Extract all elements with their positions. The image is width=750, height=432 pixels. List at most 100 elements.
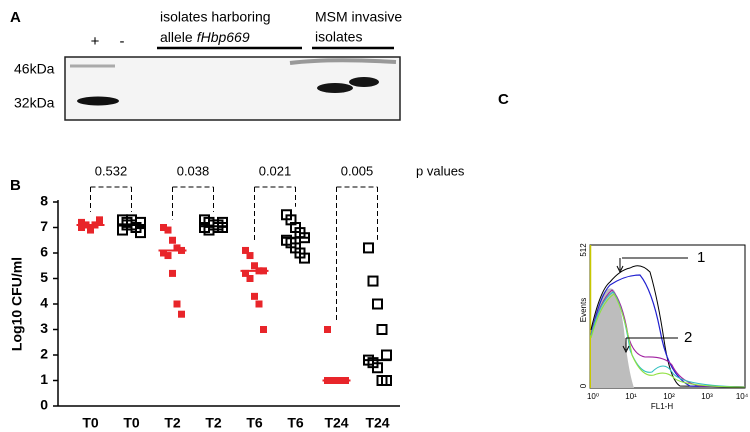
blot-band [349,77,379,87]
mw-marker: 46kDa [14,61,55,77]
point [363,242,374,254]
y-axis-label: Log10 CFU/ml [9,257,25,351]
point [82,221,90,229]
p-value: 0.038 [177,163,210,178]
x-tick-label: T6 [287,415,304,431]
point [372,362,383,374]
point [78,224,85,231]
point [260,326,267,333]
x-tick-label: 10⁴ [736,392,749,401]
point [328,377,336,384]
point [169,236,176,244]
blot-band [77,96,119,106]
panel-a: A + - isolates harboring allele fHbp669 M… [10,9,402,121]
point [381,349,392,361]
y-tick-label: 7 [40,218,48,234]
x-axis-label: FL1-H [651,402,673,411]
point [251,292,258,300]
x-tick-label: T24 [365,415,389,431]
annotation: 1 [697,249,705,266]
point [381,375,392,386]
panel-label: A [10,9,21,26]
panel-b: B Log10 CFU/ml p values 0 1 2 3 4 5 6 7 8 T0 T0 T2 T… [9,163,465,430]
point [333,377,340,384]
point [255,300,263,308]
y-tick-label: 4 [40,295,48,311]
histogram-curve [590,293,746,388]
group-label: isolates [315,29,362,45]
point [178,310,185,318]
lane-label: - [120,33,125,50]
point [96,216,103,224]
x-tick-label: 10⁰ [587,392,599,401]
point [299,232,310,244]
x-tick-label: 10² [663,392,675,401]
point [178,246,185,254]
y-tick-label: 1 [40,371,48,387]
point [164,226,172,234]
x-tick-label: T6 [246,415,263,431]
x-tick-label: T0 [123,415,140,431]
point [367,275,379,287]
point [251,262,258,270]
point [255,267,263,275]
group-label: isolates harboring [160,9,271,25]
point [260,267,267,275]
point [242,269,249,277]
y-tick-label: 3 [40,320,48,336]
point [217,222,228,233]
blot-band [317,83,353,93]
point [135,227,146,239]
point [169,269,176,277]
point [173,300,181,308]
x-tick-label: 10¹ [625,392,637,401]
point [246,275,254,282]
point [173,244,181,252]
group-label: MSM invasive [315,9,402,25]
x-tick-label: 10³ [701,392,713,401]
annotation: 2 [684,329,692,346]
group-label: allele fHbp669 [160,29,250,45]
annotation-arrow [622,338,630,354]
histogram-curve [590,265,746,388]
y-min-label: 0 [579,383,588,388]
y-tick-label: 2 [40,346,48,362]
y-tick-label: 0 [40,397,48,413]
x-tick-label: T24 [324,415,348,431]
point [164,252,172,260]
histogram-area [591,288,634,388]
point [324,326,331,333]
annotation-arrow [616,258,624,274]
point [78,218,85,226]
y-max-label: 512 [579,243,588,257]
point [372,298,383,310]
point [376,324,388,335]
blot-smear [289,58,397,65]
y-tick-label: 5 [40,269,48,285]
panel-c: C 512 Events 0 10⁰ 10¹ 10² 10³ 10⁴ FL1-H… [498,91,749,411]
point [160,249,167,257]
lane-label: + [91,33,100,50]
x-tick-label: T2 [205,415,222,431]
point [246,252,254,260]
point [337,377,345,384]
panel-label: B [10,177,21,194]
histogram-curve [590,289,746,388]
y-tick-label: 8 [40,193,48,209]
point [342,377,349,384]
y-axis-label: Events [579,298,588,322]
point [91,221,99,229]
point [87,226,94,234]
group-label-italic: fHbp669 [197,29,250,45]
panel-label: C [498,91,509,108]
point [299,252,310,264]
x-tick-label: T2 [164,415,181,431]
histogram-curve [590,291,746,388]
mw-marker: 32kDa [14,95,55,111]
point [242,246,249,254]
point [324,377,331,384]
p-value: 0.532 [95,163,128,178]
p-label: p values [416,163,465,178]
p-value: 0.005 [341,163,374,178]
